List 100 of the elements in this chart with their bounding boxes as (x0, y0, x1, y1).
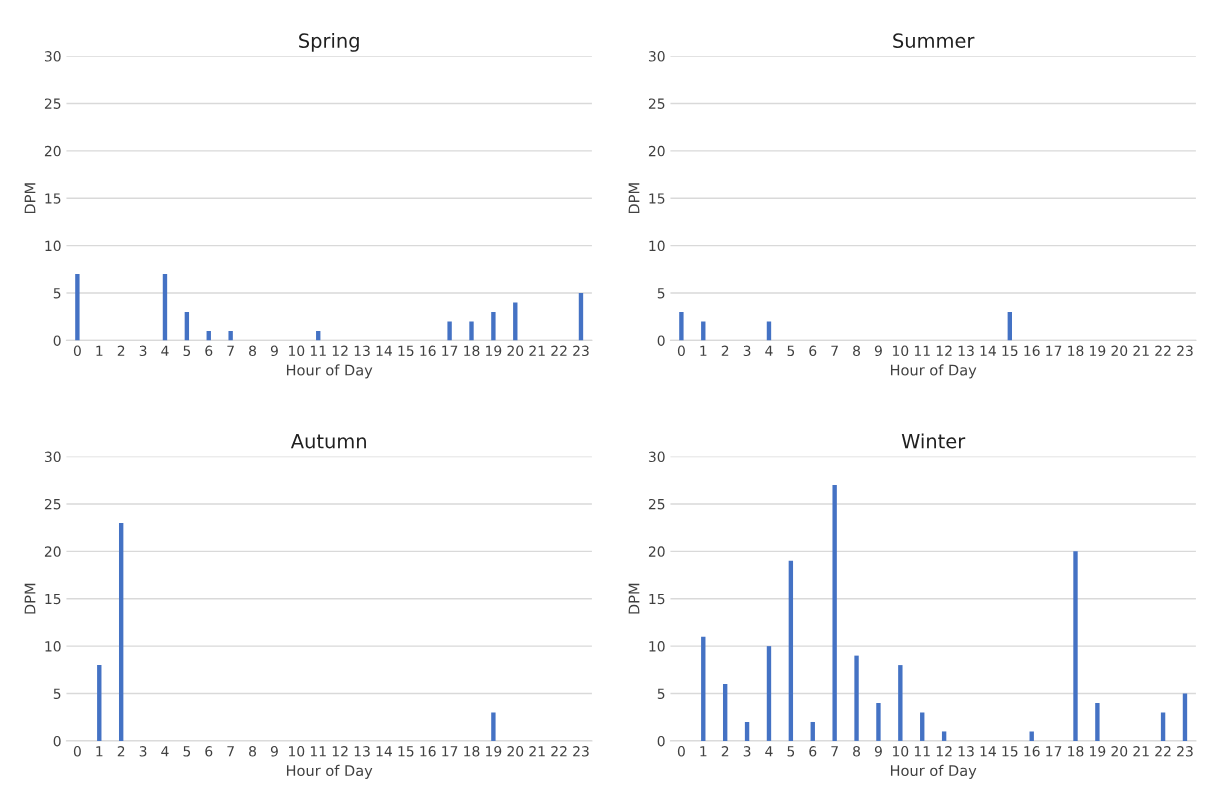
x-tick-label: 16 (420, 345, 436, 357)
x-tick-label: 13 (354, 746, 370, 757)
bar (722, 684, 728, 741)
chart-title: Spring (299, 32, 359, 52)
x-tick-label: 20 (507, 345, 524, 357)
y-axis-title: DPM (628, 183, 640, 214)
y-tick-label: 0 (53, 335, 61, 346)
y-tick-label: 30 (44, 451, 61, 463)
x-tick-label: 4 (765, 746, 773, 757)
x-tick-label: 17 (1046, 746, 1062, 757)
x-tick-label: 8 (249, 345, 257, 357)
y-tick-label: 5 (53, 288, 61, 299)
x-tick-label: 17 (1046, 345, 1062, 356)
x-tick-label: 23 (1177, 345, 1193, 357)
bar (469, 321, 474, 341)
y-tick-label: 30 (44, 51, 61, 62)
x-tick-label: 4 (161, 345, 169, 356)
x-tick-label: 14 (980, 345, 996, 356)
y-tick-label: 20 (44, 546, 61, 557)
y-tick-label: 20 (44, 145, 61, 157)
chart-title: Autumn (290, 434, 366, 449)
y-axis-title: DPM (628, 583, 640, 614)
bar (876, 703, 881, 741)
y-tick-label: 10 (649, 641, 665, 652)
x-tick-label: 3 (139, 746, 147, 757)
x-tick-label: 10 (893, 345, 909, 357)
y-tick-label: 25 (648, 498, 665, 510)
x-tick-label: 19 (1090, 746, 1106, 757)
y-tick-label: 30 (648, 451, 665, 463)
x-tick-label: 15 (398, 345, 414, 357)
y-tick-label: 0 (657, 735, 665, 747)
x-tick-label: 8 (853, 746, 861, 757)
chart-title: Winter (901, 433, 966, 449)
y-tick-label: 0 (53, 735, 61, 747)
x-tick-label: 19 (486, 746, 502, 757)
x-tick-label: 0 (677, 746, 685, 757)
bar (491, 712, 496, 741)
x-tick-label: 4 (765, 345, 773, 356)
x-tick-label: 13 (354, 345, 370, 357)
x-tick-label: 10 (893, 746, 909, 757)
x-tick-label: 11 (310, 345, 326, 356)
x-axis-title: Hour of Day (286, 764, 373, 779)
x-tick-label: 5 (183, 746, 191, 757)
x-tick-label: 2 (117, 746, 125, 757)
bar (920, 712, 925, 741)
x-tick-label: 22 (551, 345, 567, 356)
x-tick-label: 0 (677, 345, 685, 357)
x-tick-label: 7 (831, 746, 838, 757)
x-tick-label: 2 (721, 746, 729, 757)
x-tick-label: 0 (73, 345, 81, 357)
x-tick-label: 21 (1133, 345, 1149, 356)
x-tick-label: 10 (289, 746, 305, 757)
x-tick-label: 7 (227, 345, 234, 356)
x-tick-label: 5 (787, 746, 795, 757)
y-tick-label: 15 (649, 193, 665, 204)
bar (766, 646, 772, 741)
x-tick-label: 8 (853, 345, 861, 357)
x-tick-label: 22 (1155, 345, 1171, 356)
x-tick-label: 18 (1068, 746, 1084, 757)
x-tick-label: 17 (442, 345, 458, 356)
x-axis-title: Hour of Day (890, 764, 977, 779)
x-tick-label: 3 (139, 345, 147, 357)
y-tick-label: 15 (45, 593, 61, 605)
bar (1029, 731, 1034, 741)
bar (788, 560, 794, 741)
bar (578, 293, 584, 341)
y-tick-label: 25 (44, 498, 61, 510)
x-tick-label: 10 (289, 345, 305, 357)
x-tick-label: 11 (914, 746, 930, 757)
y-tick-label: 10 (45, 240, 61, 252)
chart-title: Summer (893, 33, 975, 49)
bar (744, 721, 750, 741)
bar (701, 636, 706, 741)
y-tick-label: 10 (45, 641, 61, 652)
x-tick-label: 12 (332, 345, 348, 356)
bar (854, 655, 859, 741)
x-tick-label: 16 (1024, 345, 1040, 357)
x-tick-label: 6 (809, 345, 817, 357)
x-tick-label: 3 (743, 746, 751, 757)
x-tick-label: 8 (249, 746, 257, 757)
bar (447, 321, 452, 341)
bar (898, 665, 903, 741)
bar (491, 311, 496, 341)
y-tick-label: 25 (648, 98, 665, 109)
bar (1160, 712, 1166, 741)
x-tick-label: 16 (420, 746, 436, 757)
x-tick-label: 7 (831, 345, 838, 356)
x-tick-label: 23 (573, 746, 589, 757)
y-tick-label: 30 (648, 51, 665, 62)
x-tick-label: 19 (1090, 345, 1106, 357)
bar (941, 731, 947, 741)
x-tick-label: 9 (270, 345, 278, 357)
y-tick-label: 0 (657, 335, 665, 346)
x-tick-label: 17 (442, 746, 458, 757)
x-tick-label: 12 (936, 746, 952, 757)
x-tick-label: 13 (958, 746, 974, 757)
y-tick-label: 10 (649, 240, 665, 252)
y-axis-title: DPM (24, 183, 36, 214)
y-tick-label: 20 (648, 546, 665, 557)
x-axis-title: Hour of Day (890, 364, 977, 379)
